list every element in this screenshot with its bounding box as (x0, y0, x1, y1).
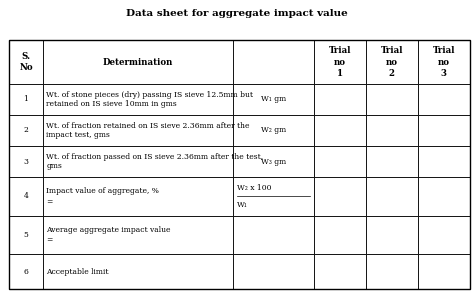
Bar (233, 146, 314, 177)
Text: Wt. of stone pieces (dry) passing IS sieve 12.5mm but: Wt. of stone pieces (dry) passing IS sie… (46, 91, 254, 99)
Bar (9, 84, 43, 115)
Text: =: = (46, 236, 53, 244)
Text: 4: 4 (24, 193, 28, 200)
Bar (366, 216, 418, 254)
Bar (366, 177, 418, 216)
Bar (418, 40, 470, 84)
Bar (43, 177, 233, 216)
Bar (43, 146, 233, 177)
Text: Wt. of fraction passed on IS sieve 2.36mm after the test,: Wt. of fraction passed on IS sieve 2.36m… (46, 153, 264, 161)
Bar (314, 177, 366, 216)
Bar (314, 216, 366, 254)
Text: 5: 5 (24, 231, 28, 239)
Bar (418, 216, 470, 254)
Text: impact test, gms: impact test, gms (46, 131, 110, 139)
Bar (366, 40, 418, 84)
Bar (366, 254, 418, 289)
Bar (418, 254, 470, 289)
Bar (9, 146, 43, 177)
Text: gms: gms (46, 162, 62, 170)
Bar (233, 40, 314, 84)
Bar (314, 115, 366, 146)
Bar (9, 254, 43, 289)
Bar (366, 146, 418, 177)
Text: Determination: Determination (103, 58, 173, 66)
Bar (43, 115, 233, 146)
Text: Wt. of fraction retained on IS sieve 2.36mm after the: Wt. of fraction retained on IS sieve 2.3… (46, 122, 250, 130)
Text: 2: 2 (24, 126, 28, 134)
Bar (233, 216, 314, 254)
Bar (233, 84, 314, 115)
Text: Data sheet for aggregate impact value: Data sheet for aggregate impact value (126, 9, 348, 18)
Bar (9, 40, 43, 84)
Bar (43, 40, 233, 84)
Text: W₃ gm: W₃ gm (261, 158, 286, 165)
Bar (418, 177, 470, 216)
Text: retained on IS sieve 10mm in gms: retained on IS sieve 10mm in gms (46, 100, 177, 108)
Bar (366, 115, 418, 146)
Text: =: = (46, 198, 53, 206)
Bar (233, 254, 314, 289)
Bar (314, 146, 366, 177)
Bar (314, 84, 366, 115)
Text: Trial
no
1: Trial no 1 (328, 46, 351, 78)
Text: Acceptable limit: Acceptable limit (46, 268, 109, 276)
Text: 6: 6 (24, 268, 28, 276)
Text: S.
No: S. No (19, 52, 33, 72)
Bar (9, 177, 43, 216)
Bar (418, 115, 470, 146)
Text: W₂ x 100: W₂ x 100 (237, 184, 272, 192)
Text: W₁: W₁ (237, 201, 248, 209)
Bar (418, 146, 470, 177)
Bar (9, 115, 43, 146)
Bar (314, 254, 366, 289)
Text: Average aggregate impact value: Average aggregate impact value (46, 226, 171, 234)
Bar (366, 84, 418, 115)
Text: 1: 1 (24, 95, 28, 103)
Text: 3: 3 (24, 158, 28, 165)
Bar (9, 40, 470, 289)
Bar (43, 254, 233, 289)
Bar (418, 84, 470, 115)
Bar (9, 216, 43, 254)
Bar (43, 216, 233, 254)
Text: Trial
no
3: Trial no 3 (432, 46, 455, 78)
Bar (314, 40, 366, 84)
Text: W₁ gm: W₁ gm (261, 95, 286, 103)
Bar (43, 84, 233, 115)
Text: Impact value of aggregate, %: Impact value of aggregate, % (46, 187, 159, 195)
Text: Trial
no
2: Trial no 2 (381, 46, 403, 78)
Text: W₂ gm: W₂ gm (261, 126, 286, 134)
Bar (233, 115, 314, 146)
Bar (233, 177, 314, 216)
